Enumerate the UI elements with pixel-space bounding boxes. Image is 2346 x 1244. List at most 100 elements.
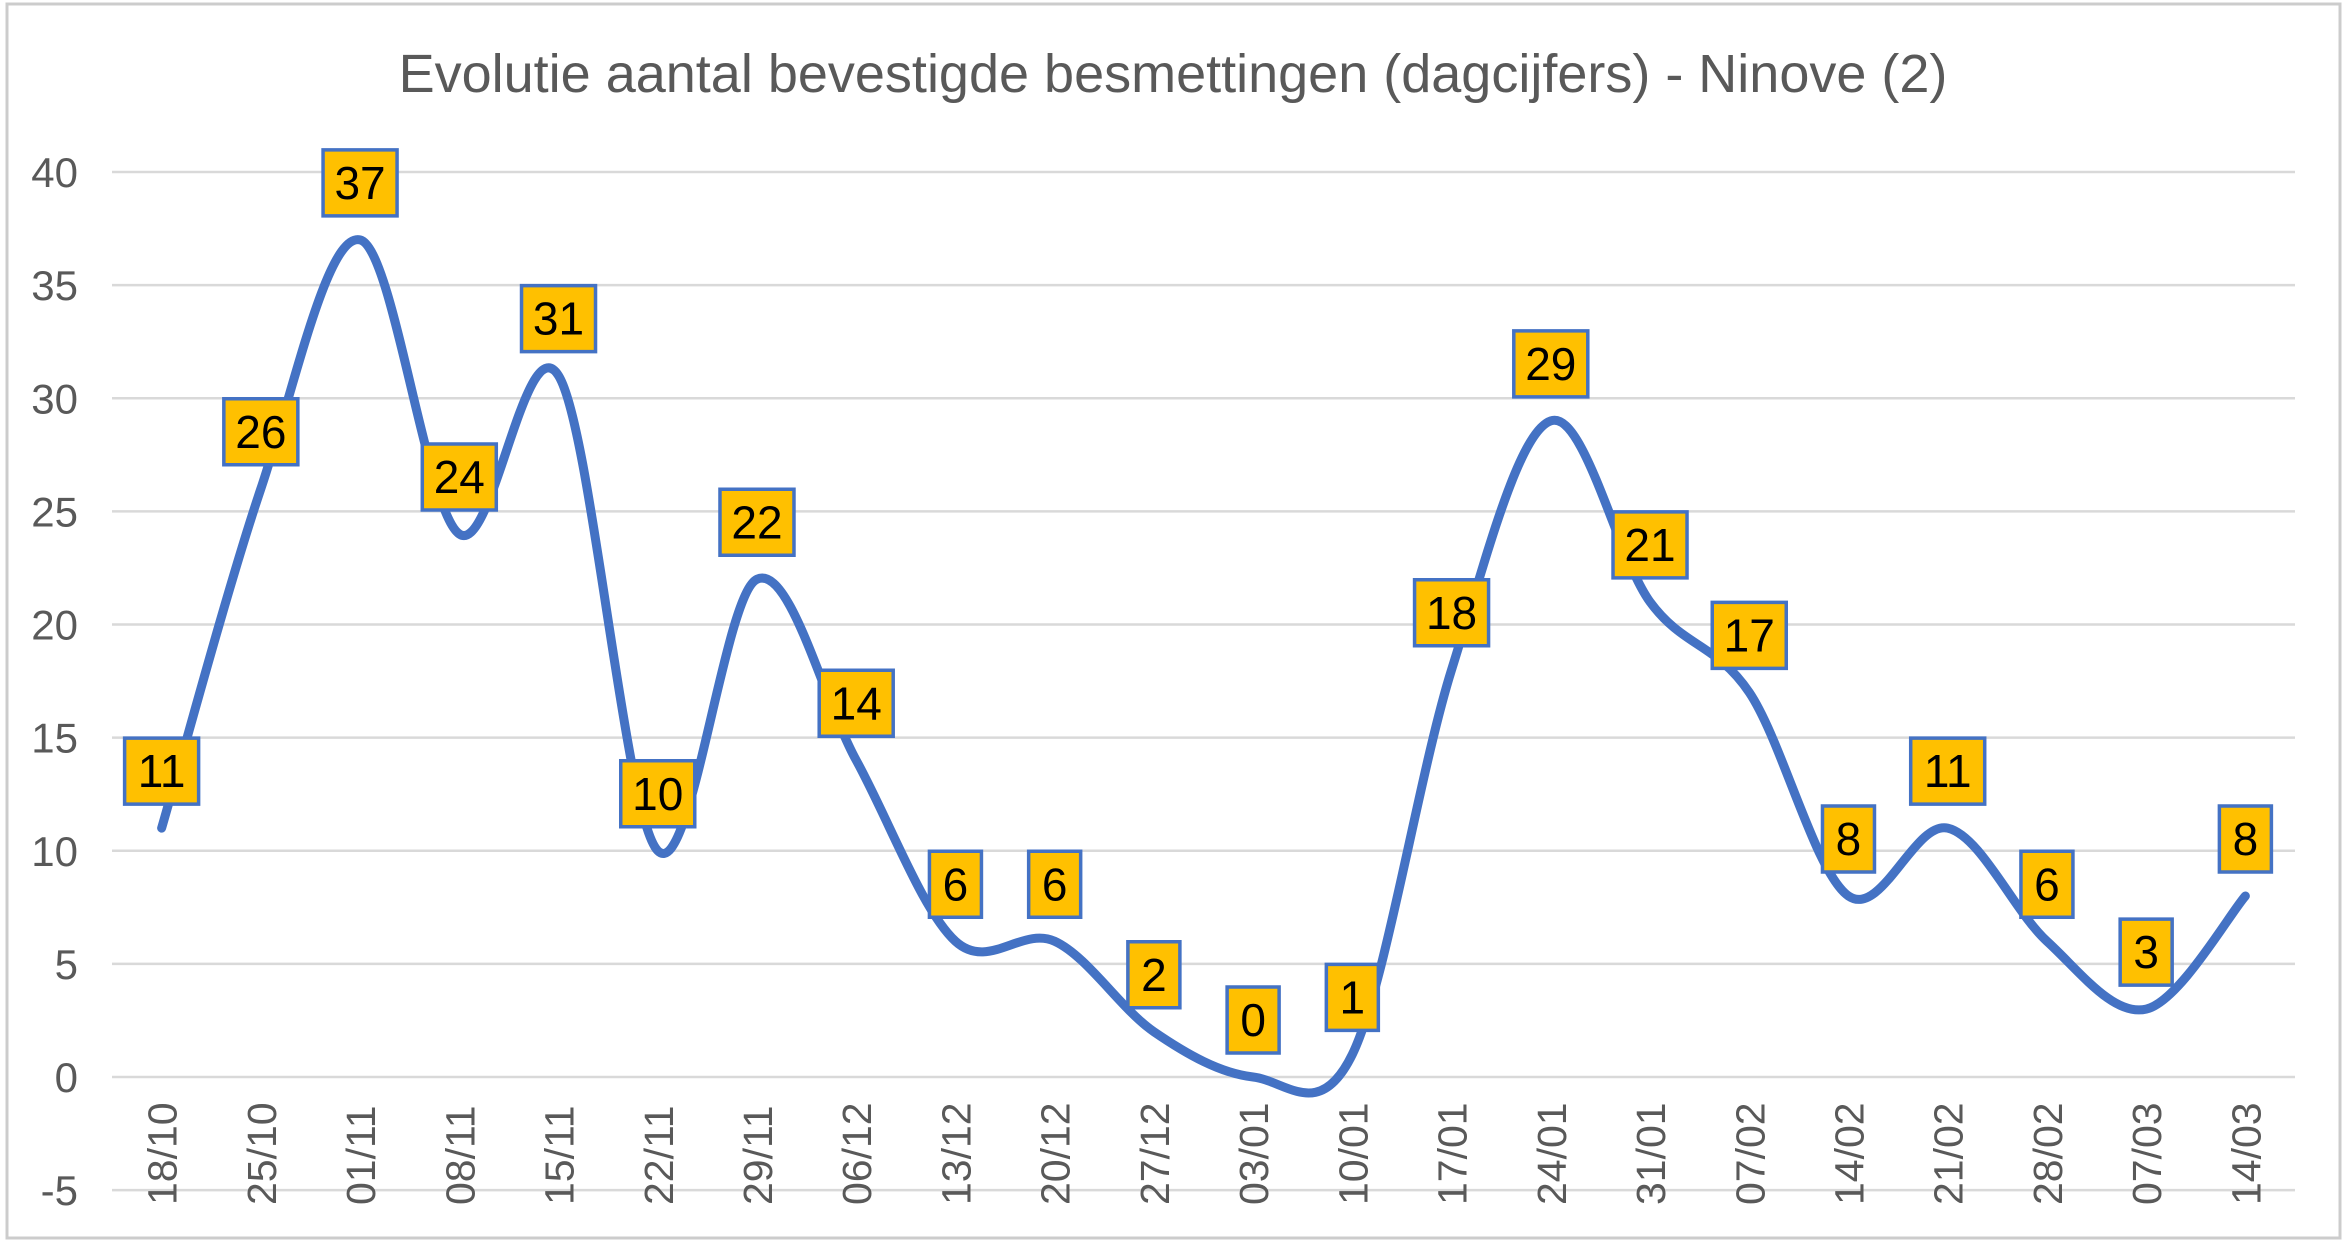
y-axis-tick-label: 0 — [55, 1054, 78, 1101]
data-label-box — [1512, 329, 1590, 399]
data-label: 6 — [927, 849, 984, 919]
data-label-value: 10 — [632, 768, 683, 820]
x-axis-tick-label: 15/11 — [537, 1105, 583, 1205]
data-label: 11 — [1908, 736, 1987, 806]
data-label-box — [718, 487, 796, 557]
data-label: 3 — [2118, 917, 2174, 987]
y-axis-tick-label: 35 — [31, 262, 78, 309]
data-label: 37 — [321, 148, 399, 218]
x-axis-tick-label: 17/01 — [1430, 1102, 1476, 1205]
chart-border — [5, 2, 2342, 1240]
data-label-box — [222, 397, 300, 467]
x-axis-tick-label: 28/02 — [2025, 1102, 2071, 1205]
data-label: 1 — [1324, 962, 1381, 1033]
data-label-box — [1324, 962, 1381, 1033]
x-axis-tick-label: 14/02 — [1826, 1102, 1872, 1205]
x-axis-tick-label: 07/02 — [1727, 1102, 1773, 1205]
data-label-value: 22 — [731, 496, 782, 548]
gridlines-group — [112, 170, 2295, 1192]
x-axis-tick-label: 13/12 — [933, 1102, 979, 1205]
x-axis-tick-label: 18/10 — [140, 1102, 186, 1205]
data-label-value: 8 — [1836, 813, 1862, 865]
x-axis-tick-label: 07/03 — [2124, 1102, 2170, 1205]
x-axis-tick-label: 03/01 — [1231, 1102, 1277, 1205]
data-label-box — [1908, 736, 1987, 806]
data-label: 22 — [718, 487, 796, 557]
data-label-value: 0 — [1240, 994, 1266, 1046]
data-label: 18 — [1412, 578, 1491, 648]
y-axis-tick-label: -5 — [41, 1167, 78, 1214]
data-label-box — [1412, 578, 1491, 648]
data-label-box — [1710, 600, 1788, 671]
data-label-value: 31 — [533, 293, 584, 345]
data-label: 17 — [1710, 600, 1788, 671]
data-label: 31 — [519, 283, 598, 354]
data-label-box — [1026, 849, 1083, 919]
x-axis-tick-label: 06/12 — [834, 1102, 880, 1205]
x-axis-tick-label: 31/01 — [1628, 1102, 1674, 1205]
data-label-value: 18 — [1426, 587, 1477, 639]
x-axis-tick-label: 14/03 — [2223, 1102, 2269, 1205]
data-label-box — [420, 442, 499, 512]
data-label: 24 — [420, 442, 499, 512]
x-axis-tick-label: 10/01 — [1330, 1102, 1376, 1205]
data-label: 21 — [1611, 510, 1689, 580]
x-axis-tick-label: 08/11 — [437, 1105, 483, 1205]
data-label-value: 11 — [138, 745, 186, 797]
data-label-box — [2118, 917, 2174, 987]
y-axis-tick-label: 5 — [55, 941, 78, 988]
data-label: 26 — [222, 397, 300, 467]
data-label-box — [321, 148, 399, 218]
series-line — [157, 235, 2250, 1098]
data-label-value: 21 — [1624, 519, 1675, 571]
data-label-box — [927, 849, 984, 919]
data-label-value: 26 — [235, 406, 286, 458]
y-axis-tick-label: 25 — [31, 488, 78, 535]
data-label-value: 14 — [831, 677, 882, 729]
x-axis-tick-label: 20/12 — [1033, 1102, 1079, 1205]
x-axis-tick-label: 29/11 — [735, 1105, 781, 1205]
data-label-box — [519, 283, 598, 354]
y-axis-tick-label: 40 — [31, 149, 78, 196]
data-label-box — [1126, 940, 1182, 1010]
data-label-box — [619, 759, 697, 829]
x-axis-tick-label: 21/02 — [1926, 1102, 1972, 1205]
data-label: 10 — [619, 759, 697, 829]
data-label-box — [122, 736, 201, 806]
data-label-value: 11 — [1924, 745, 1972, 797]
data-label-value: 6 — [1042, 858, 1068, 910]
x-axis-tick-label: 01/11 — [338, 1105, 384, 1205]
data-label: 0 — [1225, 985, 1281, 1055]
data-label-box — [1611, 510, 1689, 580]
data-labels-group: 11 26 37 24 31 10 22 14 6 6 2 0 1 18 29 21 17 8 11 6 3 8 — [122, 148, 2274, 1055]
data-label-box — [2217, 804, 2274, 874]
data-label-value: 8 — [2233, 813, 2259, 865]
data-label: 29 — [1512, 329, 1590, 399]
y-axis-tick-label: 30 — [31, 375, 78, 422]
y-axis-tick-label: 10 — [31, 828, 78, 875]
data-label-value: 24 — [434, 451, 485, 503]
data-label-value: 3 — [2133, 926, 2159, 978]
data-label: 8 — [1820, 804, 1877, 874]
data-label: 14 — [817, 668, 895, 738]
data-label-value: 29 — [1525, 338, 1576, 390]
data-label-value: 2 — [1141, 949, 1167, 1001]
data-label-value: 17 — [1724, 609, 1775, 661]
data-label-box — [817, 668, 895, 738]
x-axis-labels-group: 18/10 25/10 01/11 08/11 15/11 22/11 29/11 06/12… — [140, 1102, 2270, 1205]
data-label-value: 1 — [1340, 971, 1366, 1023]
x-axis-tick-label: 25/10 — [239, 1102, 285, 1205]
data-label: 2 — [1126, 940, 1182, 1010]
data-label: 6 — [1026, 849, 1083, 919]
y-axis-tick-label: 15 — [31, 715, 78, 762]
x-axis-tick-label: 22/11 — [636, 1105, 682, 1205]
x-axis-tick-label: 27/12 — [1132, 1102, 1178, 1205]
data-label-value: 6 — [943, 858, 969, 910]
data-label-box — [2019, 849, 2075, 919]
data-label: 6 — [2019, 849, 2075, 919]
x-axis-tick-label: 24/01 — [1529, 1102, 1575, 1205]
y-axis-tick-label: 20 — [31, 602, 78, 649]
data-label: 8 — [2217, 804, 2274, 874]
